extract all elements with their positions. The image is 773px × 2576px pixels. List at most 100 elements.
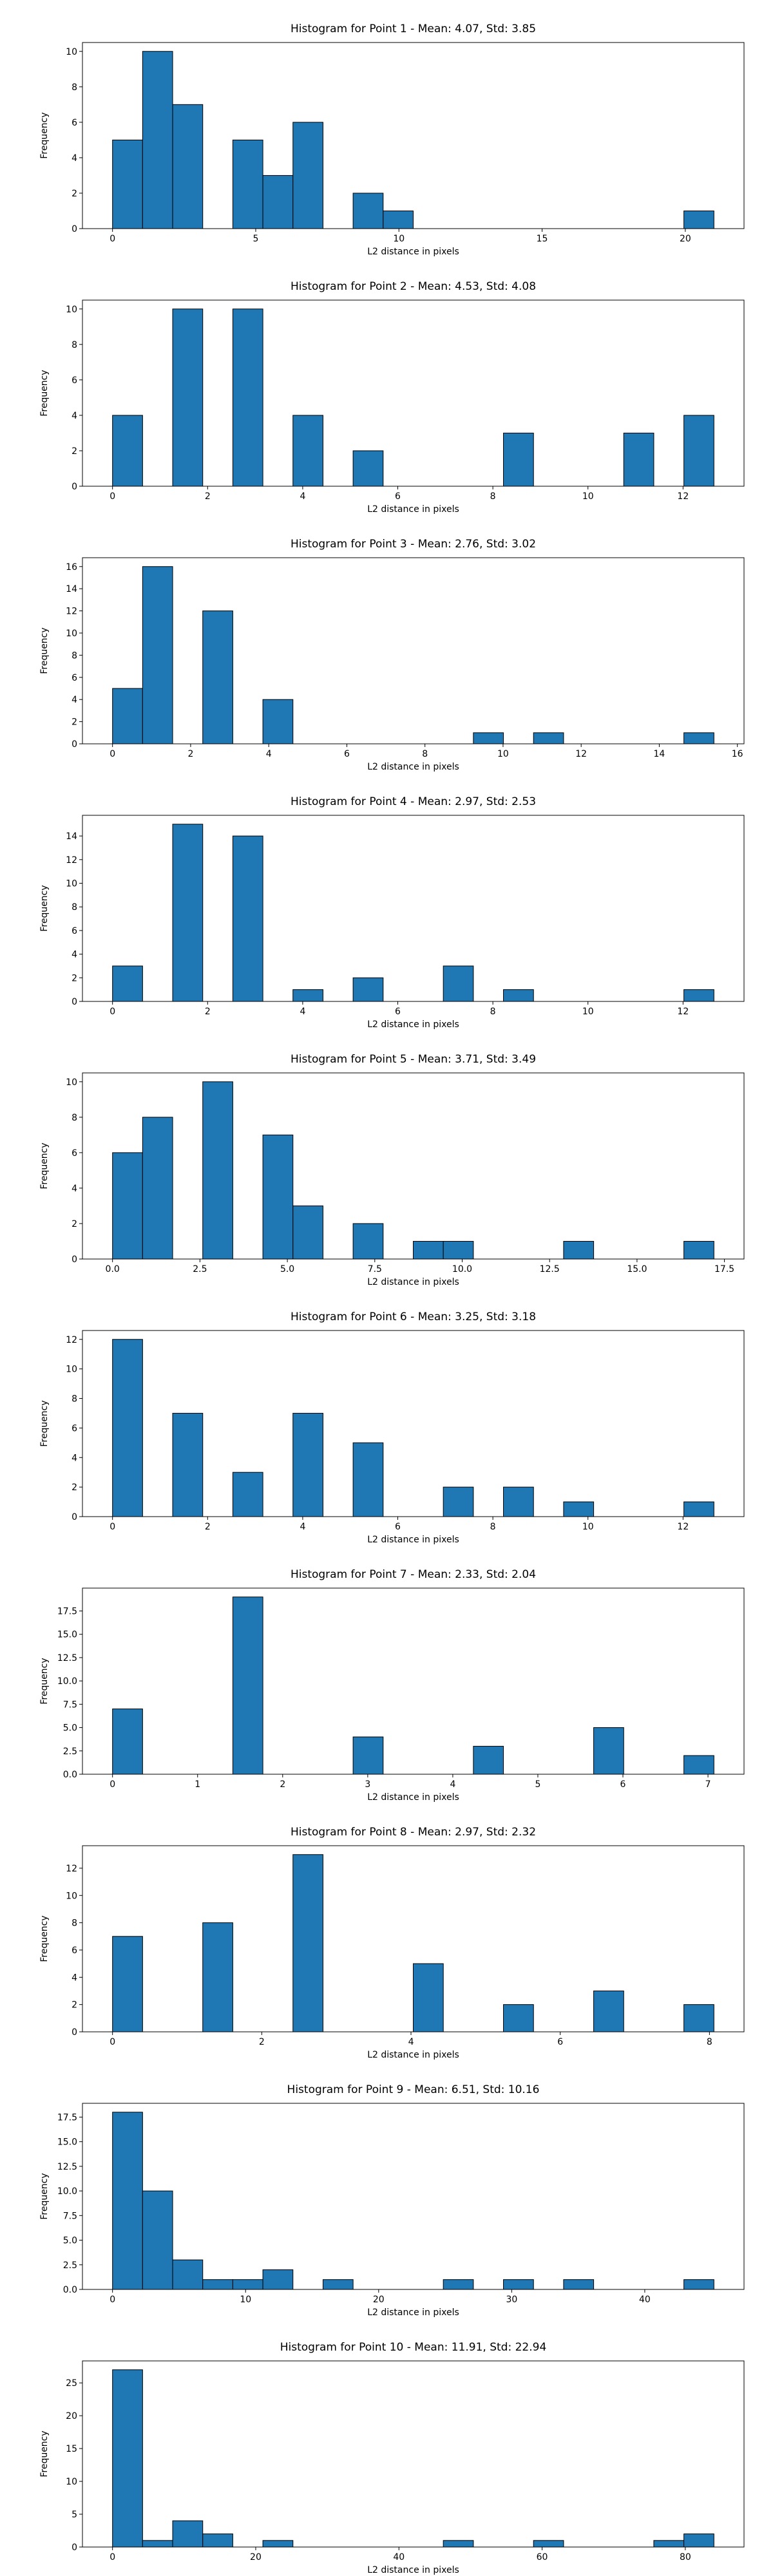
axes-frame — [82, 815, 745, 1002]
bar — [683, 989, 714, 1002]
y-axis-label: Frequency — [39, 370, 50, 416]
x-axis-label: L2 distance in pixels — [367, 2050, 459, 2060]
x-axis-label: L2 distance in pixels — [367, 247, 459, 257]
x-tick-label: 6 — [395, 491, 401, 502]
y-tick-label: 12 — [66, 855, 77, 866]
x-tick-label: 17.5 — [714, 1264, 734, 1274]
y-tick-label: 2 — [72, 189, 77, 199]
axes-frame — [82, 1330, 745, 1517]
x-axis-label: L2 distance in pixels — [367, 504, 459, 515]
y-tick-label: 0.0 — [63, 2285, 77, 2295]
subplot: Histogram for Point 6 - Mean: 3.25, Std:… — [39, 1311, 745, 1545]
x-tick-label: 6 — [344, 749, 350, 759]
x-tick-label: 12.5 — [540, 1264, 560, 1274]
bar — [172, 824, 204, 1002]
bar — [683, 1755, 714, 1775]
subplot: Histogram for Point 2 - Mean: 4.53, Std:… — [39, 280, 745, 515]
bar — [563, 1240, 595, 1260]
y-tick-label: 12 — [66, 1335, 77, 1345]
chart-title: Histogram for Point 9 - Mean: 6.51, Std:… — [287, 2083, 540, 2096]
y-tick-label: 10 — [66, 2477, 77, 2487]
bar — [112, 2369, 143, 2548]
x-tick-label: 8 — [490, 491, 496, 502]
bar — [112, 1339, 143, 1517]
bar — [443, 1486, 474, 1517]
bar — [172, 2520, 204, 2548]
x-axis-label: L2 distance in pixels — [367, 2307, 459, 2318]
y-tick-label: 8 — [72, 1113, 77, 1123]
bar — [683, 1240, 714, 1260]
y-tick-label: 7.5 — [63, 1700, 77, 1710]
chart-title: Histogram for Point 3 - Mean: 2.76, Std:… — [291, 538, 536, 551]
chart-title: Histogram for Point 7 - Mean: 2.33, Std:… — [291, 1568, 536, 1581]
bar — [503, 2004, 534, 2032]
bar — [112, 2112, 143, 2290]
y-tick-label: 2 — [72, 1482, 77, 1493]
y-tick-label: 5.0 — [63, 1723, 77, 1734]
y-tick-label: 10 — [66, 629, 77, 639]
bar — [232, 835, 263, 1002]
x-tick-label: 12 — [677, 1522, 689, 1532]
bar — [683, 732, 714, 744]
chart-title: Histogram for Point 1 - Mean: 4.07, Std:… — [291, 23, 536, 35]
y-tick-label: 0 — [72, 224, 77, 234]
bar — [653, 2540, 685, 2548]
x-tick-label: 2.5 — [193, 1264, 207, 1274]
bar — [473, 732, 504, 744]
y-tick-label: 5.0 — [63, 2236, 77, 2246]
y-tick-label: 8 — [72, 82, 77, 93]
bar — [683, 2279, 714, 2290]
y-tick-label: 8 — [72, 902, 77, 913]
y-tick-label: 0 — [72, 482, 77, 492]
y-tick-label: 8 — [72, 1394, 77, 1405]
x-tick-label: 12 — [677, 491, 689, 502]
y-tick-label: 15 — [66, 2444, 77, 2454]
x-tick-label: 12 — [575, 749, 587, 759]
x-tick-label: 10 — [582, 1522, 594, 1532]
y-tick-label: 2 — [72, 717, 77, 728]
subplot: Histogram for Point 1 - Mean: 4.07, Std:… — [39, 23, 745, 257]
bar — [352, 450, 384, 487]
x-tick-label: 6 — [395, 1522, 401, 1532]
x-tick-label: 0 — [110, 1007, 115, 1017]
y-tick-label: 0.0 — [63, 1770, 77, 1780]
y-tick-label: 6 — [72, 1946, 77, 1956]
bar — [142, 2190, 173, 2290]
bar — [352, 1736, 384, 1775]
x-tick-label: 1 — [195, 1779, 200, 1790]
bar — [322, 2279, 354, 2290]
bar — [292, 989, 323, 1002]
bar — [443, 965, 474, 1002]
bar — [172, 104, 204, 229]
bar — [232, 1472, 263, 1517]
x-tick-label: 15.0 — [627, 1264, 647, 1274]
bar — [112, 1936, 143, 2032]
bar — [563, 2279, 595, 2290]
bar — [202, 2533, 233, 2548]
y-tick-label: 12 — [66, 1864, 77, 1874]
x-tick-label: 20 — [373, 2295, 385, 2305]
x-tick-label: 0 — [110, 749, 115, 759]
x-axis-label: L2 distance in pixels — [367, 762, 459, 772]
subplot: Histogram for Point 5 - Mean: 3.71, Std:… — [39, 1053, 745, 1287]
y-axis-label: Frequency — [39, 1915, 50, 1962]
y-axis-label: Frequency — [39, 1142, 50, 1189]
y-tick-label: 4 — [72, 1453, 77, 1463]
subplot: Histogram for Point 10 - Mean: 11.91, St… — [39, 2341, 745, 2575]
bar — [232, 2279, 263, 2290]
x-tick-label: 0 — [110, 491, 115, 502]
y-tick-label: 15.0 — [57, 2137, 77, 2148]
x-tick-label: 8 — [490, 1522, 496, 1532]
x-tick-label: 40 — [393, 2552, 405, 2562]
y-tick-label: 2.5 — [63, 1747, 77, 1757]
x-tick-label: 14 — [654, 749, 665, 759]
bar — [352, 1442, 384, 1517]
y-tick-label: 20 — [66, 2411, 77, 2421]
x-axis-label: L2 distance in pixels — [367, 2565, 459, 2575]
x-tick-label: 7 — [705, 1779, 711, 1790]
subplot: Histogram for Point 4 - Mean: 2.97, Std:… — [39, 795, 745, 1030]
y-tick-label: 6 — [72, 118, 77, 128]
subplot: Histogram for Point 7 - Mean: 2.33, Std:… — [39, 1568, 745, 1803]
axes-frame — [82, 1072, 745, 1260]
